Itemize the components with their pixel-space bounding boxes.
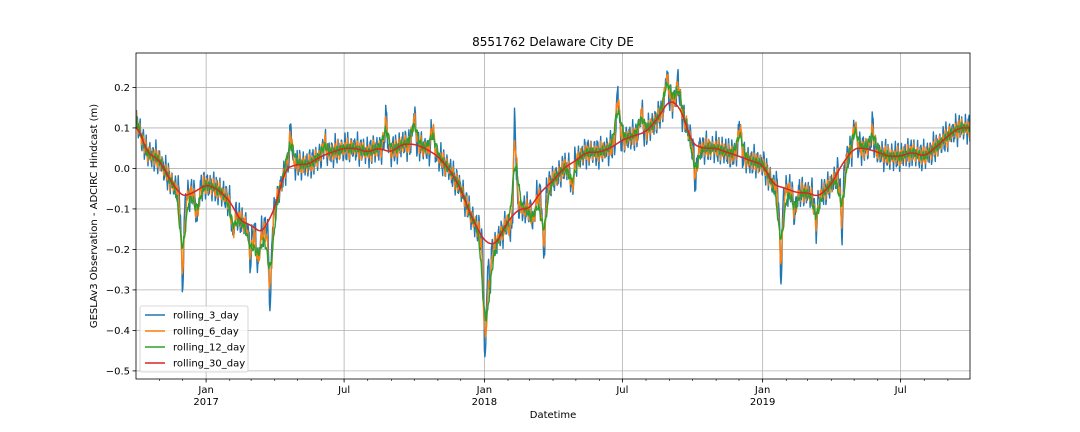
x-tick-label: Jan [476,385,492,396]
x-tick-label: Jul [337,385,350,396]
series-line-rolling-12-day [136,81,970,322]
legend-box [139,305,249,373]
y-tick-label: 0.1 [114,123,130,134]
series-group [136,68,970,358]
x-tick-label: Jul [615,385,628,396]
y-axis-title: GESLAv3 Observation - ADCIRC Hindcast (m… [89,104,100,328]
y-tick-label: −0.5 [106,366,130,377]
y-tick-label: −0.2 [106,245,130,256]
y-axis: 0.2 0.1 0.0 −0.1 −0.2 −0.3 −0.4 −0.5 [106,83,136,377]
legend-label: rolling_3_day [173,311,239,322]
x-axis-title: Datetime [530,410,577,421]
legend-label: rolling_6_day [173,327,239,338]
y-tick-label: −0.3 [106,285,130,296]
x-tick-label: Jan [754,385,770,396]
legend-label: rolling_30_day [173,359,245,370]
y-tick-label: 0.2 [114,83,130,94]
legend: rolling_3_day rolling_6_day rolling_12_day… [139,305,249,373]
y-tick-label: −0.4 [106,326,130,337]
x-tick-year-label: 2019 [750,397,775,408]
legend-label: rolling_12_day [173,343,245,354]
x-tick-year-label: 2018 [472,397,497,408]
x-tick-year-label: 2017 [193,397,218,408]
x-tick-label: Jan [197,385,213,396]
chart-title: 8551762 Delaware City DE [472,35,634,49]
x-tick-label: Jul [894,385,907,396]
series-line-rolling-30-day [136,101,970,245]
y-tick-label: 0.0 [114,164,130,175]
y-tick-label: −0.1 [106,204,130,215]
